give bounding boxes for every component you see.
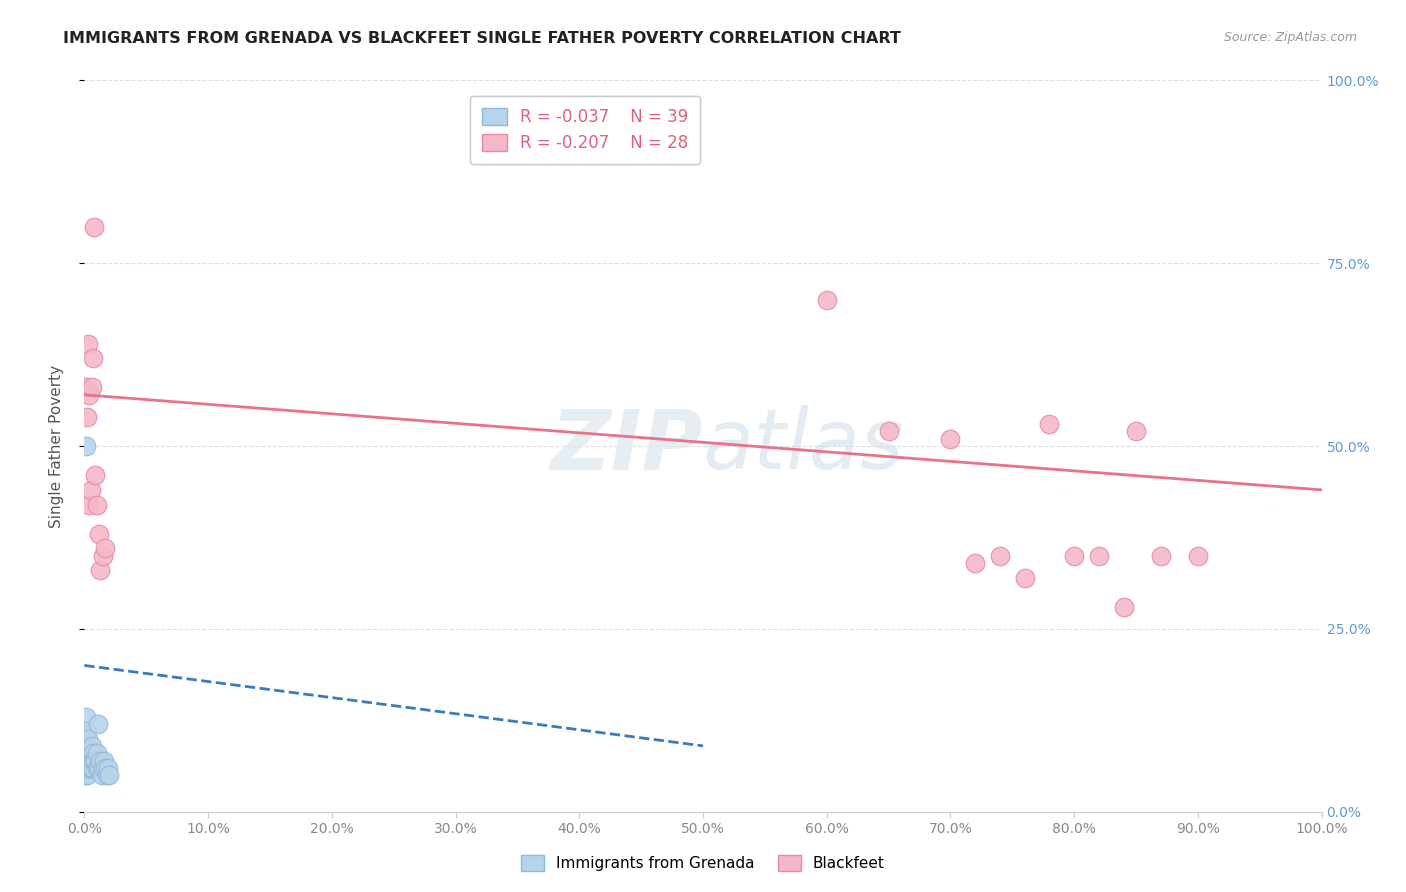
Point [83, 219, 105, 234]
Text: IMMIGRANTS FROM GRENADA VS BLACKFEET SINGLE FATHER POVERTY CORRELATION CHART: IMMIGRANTS FROM GRENADA VS BLACKFEET SIN… [63, 31, 901, 46]
Point [75, 754, 97, 768]
Point [79, 761, 101, 775]
Point [79, 388, 101, 402]
Point [94, 541, 117, 556]
Point [89, 754, 111, 768]
Point [1112, 599, 1135, 614]
Point [86, 761, 108, 775]
Point [1187, 549, 1209, 563]
Point [79, 483, 101, 497]
Text: atlas: atlas [703, 406, 904, 486]
Point [91, 761, 114, 775]
Point [1150, 549, 1173, 563]
Point [84, 754, 107, 768]
Point [97, 761, 120, 775]
Text: Source: ZipAtlas.com: Source: ZipAtlas.com [1223, 31, 1357, 45]
Point [77, 739, 100, 753]
Point [1038, 417, 1060, 431]
Point [79, 746, 101, 760]
Point [94, 761, 117, 775]
Point [75, 439, 97, 453]
Point [77, 336, 100, 351]
Y-axis label: Single Father Poverty: Single Father Poverty [49, 365, 63, 527]
Point [89, 563, 111, 577]
Legend: R = -0.037    N = 39, R = -0.207    N = 28: R = -0.037 N = 39, R = -0.207 N = 28 [470, 96, 700, 164]
Point [877, 425, 900, 439]
Point [87, 717, 110, 731]
Point [79, 761, 101, 775]
Point [77, 761, 100, 775]
Point [89, 761, 111, 775]
Point [76, 739, 98, 753]
Point [91, 549, 114, 563]
Point [965, 556, 987, 570]
Point [77, 754, 100, 768]
Point [83, 754, 105, 768]
Point [75, 768, 97, 782]
Point [82, 761, 104, 775]
Point [76, 768, 98, 782]
Point [90, 768, 112, 782]
Point [80, 754, 103, 768]
Point [75, 380, 97, 394]
Point [82, 351, 104, 366]
Point [75, 761, 97, 775]
Point [75, 709, 97, 723]
Point [75, 746, 97, 760]
Point [80, 739, 103, 753]
Point [75, 724, 97, 739]
Legend: Immigrants from Grenada, Blackfeet: Immigrants from Grenada, Blackfeet [515, 849, 891, 877]
Point [988, 549, 1011, 563]
Point [76, 754, 98, 768]
Point [80, 380, 103, 394]
Point [96, 768, 118, 782]
Point [77, 731, 100, 746]
Point [82, 746, 104, 760]
Point [89, 526, 111, 541]
Point [76, 409, 98, 424]
Point [75, 739, 97, 753]
Point [76, 724, 98, 739]
Text: ZIP: ZIP [550, 406, 703, 486]
Point [98, 768, 121, 782]
Point [79, 498, 101, 512]
Point [1125, 425, 1147, 439]
Point [1088, 549, 1111, 563]
Point [76, 746, 98, 760]
Point [815, 293, 838, 307]
Point [86, 498, 108, 512]
Point [84, 468, 107, 483]
Point [1063, 549, 1085, 563]
Point [939, 432, 962, 446]
Point [93, 754, 115, 768]
Point [1014, 571, 1036, 585]
Point [79, 746, 101, 760]
Point [86, 746, 108, 760]
